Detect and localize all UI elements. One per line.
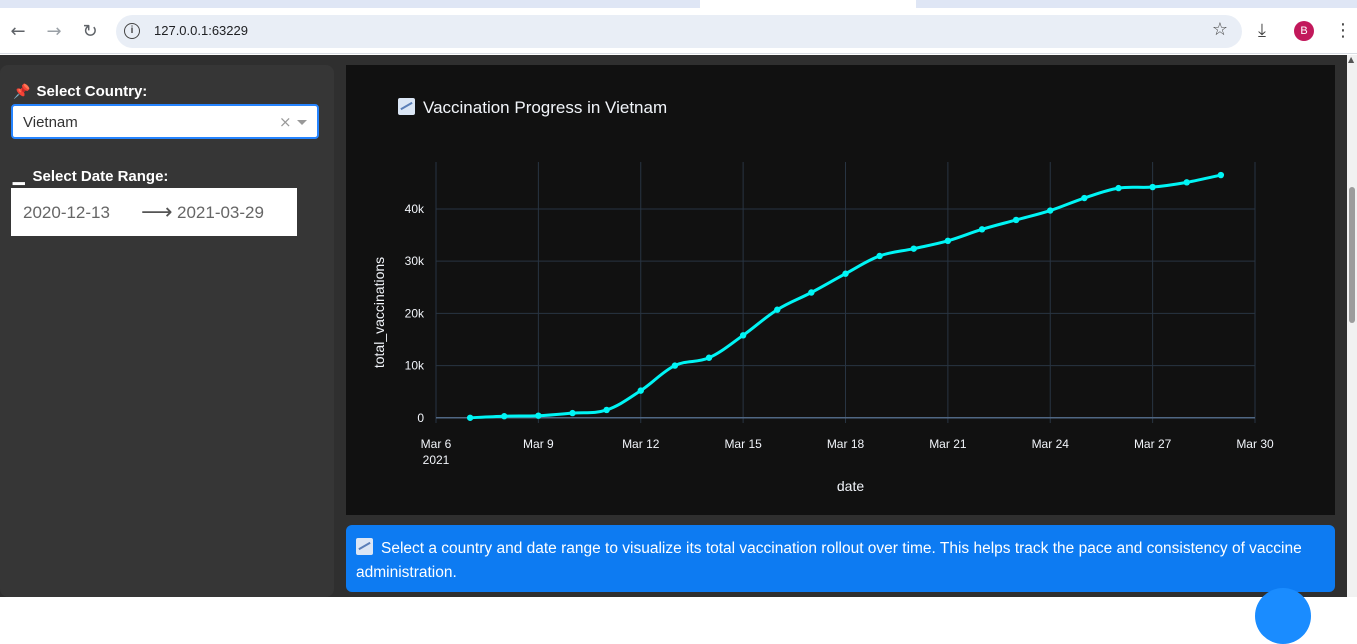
data-point — [842, 270, 849, 277]
country-select-value: Vietnam — [23, 114, 78, 131]
chart-panel: Vaccination Progress in Vietnam Mar 6 202… — [346, 65, 1335, 515]
chart-title: Vaccination Progress in Vietnam — [398, 98, 667, 118]
page-scrollbar[interactable]: ▲ — [1347, 55, 1357, 597]
chart-increasing-icon — [356, 538, 373, 555]
browser-toolbar: ← → ↻ i 127.0.0.1:63229 ☆ ⤓ B ⋮ — [0, 8, 1357, 54]
data-point — [944, 237, 952, 245]
data-point — [978, 226, 986, 233]
data-point — [1217, 171, 1225, 179]
country-select[interactable]: Vietnam × — [11, 104, 319, 139]
y-tick-label: 40k — [405, 202, 425, 216]
scroll-up-arrow-icon[interactable]: ▲ — [1348, 55, 1355, 64]
url-text[interactable]: 127.0.0.1:63229 — [154, 23, 248, 38]
pushpin-icon: 📌 — [13, 84, 31, 100]
start-date-input[interactable]: 2020-12-13 — [23, 203, 110, 222]
profile-avatar[interactable]: B — [1294, 21, 1314, 41]
x-tick-label: Mar 21 — [929, 437, 967, 451]
line-chart[interactable]: Mar 6 2021 Mar 9 Mar 12 Mar 15 Mar 18 Mar 21 Ma… — [346, 65, 1335, 515]
x-axis-title: date — [837, 478, 864, 494]
x-tick-label: 2021 — [423, 453, 450, 467]
x-tick-label: Mar 18 — [827, 437, 865, 451]
country-label: 📌 Select Country: — [13, 83, 147, 100]
y-axis-title: total_vaccinations — [371, 257, 387, 368]
app-page: 📌 Select Country: Vietnam × ▁ Select Date … — [0, 55, 1347, 597]
arrow-right-icon: ⟶ — [141, 200, 173, 225]
forward-icon[interactable]: → — [46, 21, 62, 42]
back-icon[interactable]: ← — [10, 21, 26, 42]
data-point — [774, 306, 781, 313]
x-tick-label: Mar 9 — [523, 437, 554, 451]
data-point — [671, 362, 679, 369]
data-point — [876, 252, 883, 260]
country-label-text: Select Country: — [36, 83, 148, 100]
data-point — [808, 289, 815, 296]
x-tick-label: Mar 12 — [622, 437, 660, 451]
x-tick-label: Mar 30 — [1236, 437, 1274, 451]
sidebar: 📌 Select Country: Vietnam × ▁ Select Date … — [0, 65, 334, 597]
y-tick-label: 0 — [417, 411, 424, 425]
x-tick-label: Mar 24 — [1032, 437, 1070, 451]
info-alert: Select a country and date range to visua… — [346, 525, 1335, 592]
data-point — [1047, 207, 1054, 214]
info-text: Select a country and date range to visua… — [356, 540, 1302, 581]
data-point — [466, 414, 474, 421]
bookmark-star-icon[interactable]: ☆ — [1211, 19, 1228, 40]
data-point — [1115, 184, 1122, 192]
chart-title-text: Vaccination Progress in Vietnam — [423, 98, 668, 117]
data-point — [501, 413, 508, 420]
x-tick-label: Mar 6 — [421, 437, 452, 451]
site-info-icon[interactable]: i — [124, 23, 140, 39]
date-range-picker[interactable]: 2020-12-13 ⟶ 2021-03-29 — [11, 188, 297, 236]
reload-icon[interactable]: ↻ — [82, 21, 98, 42]
data-point — [569, 409, 576, 417]
date-range-label-text: Select Date Range: — [32, 168, 169, 185]
clear-icon[interactable]: × — [279, 113, 292, 131]
data-point — [1183, 179, 1190, 186]
y-tick-label: 30k — [405, 254, 425, 268]
active-tab[interactable] — [700, 0, 916, 8]
chevron-down-icon[interactable] — [297, 120, 307, 125]
data-point — [603, 406, 610, 414]
y-tick-label: 20k — [405, 306, 425, 320]
data-point — [910, 245, 917, 252]
x-tick-label: Mar 27 — [1134, 437, 1172, 451]
tab-strip — [0, 0, 1357, 8]
date-range-label: ▁ Select Date Range: — [13, 167, 168, 185]
download-icon[interactable]: ⤓ — [1258, 20, 1266, 41]
data-point — [1149, 183, 1156, 191]
floating-action-button[interactable] — [1255, 588, 1311, 644]
data-point — [705, 354, 713, 361]
data-point — [1081, 194, 1088, 202]
scrollbar-thumb[interactable] — [1349, 187, 1355, 323]
data-point — [535, 412, 542, 419]
chart-increasing-icon — [398, 98, 415, 115]
data-point — [1012, 216, 1020, 224]
end-date-input[interactable]: 2021-03-29 — [177, 203, 264, 222]
menu-kebab-icon[interactable]: ⋮ — [1334, 20, 1352, 41]
data-point — [637, 387, 644, 394]
data-point — [739, 332, 747, 339]
y-tick-label: 10k — [405, 359, 425, 373]
calendar-icon: ▁ — [13, 168, 25, 185]
address-bar[interactable]: i 127.0.0.1:63229 ☆ — [116, 15, 1242, 48]
x-tick-label: Mar 15 — [724, 437, 762, 451]
